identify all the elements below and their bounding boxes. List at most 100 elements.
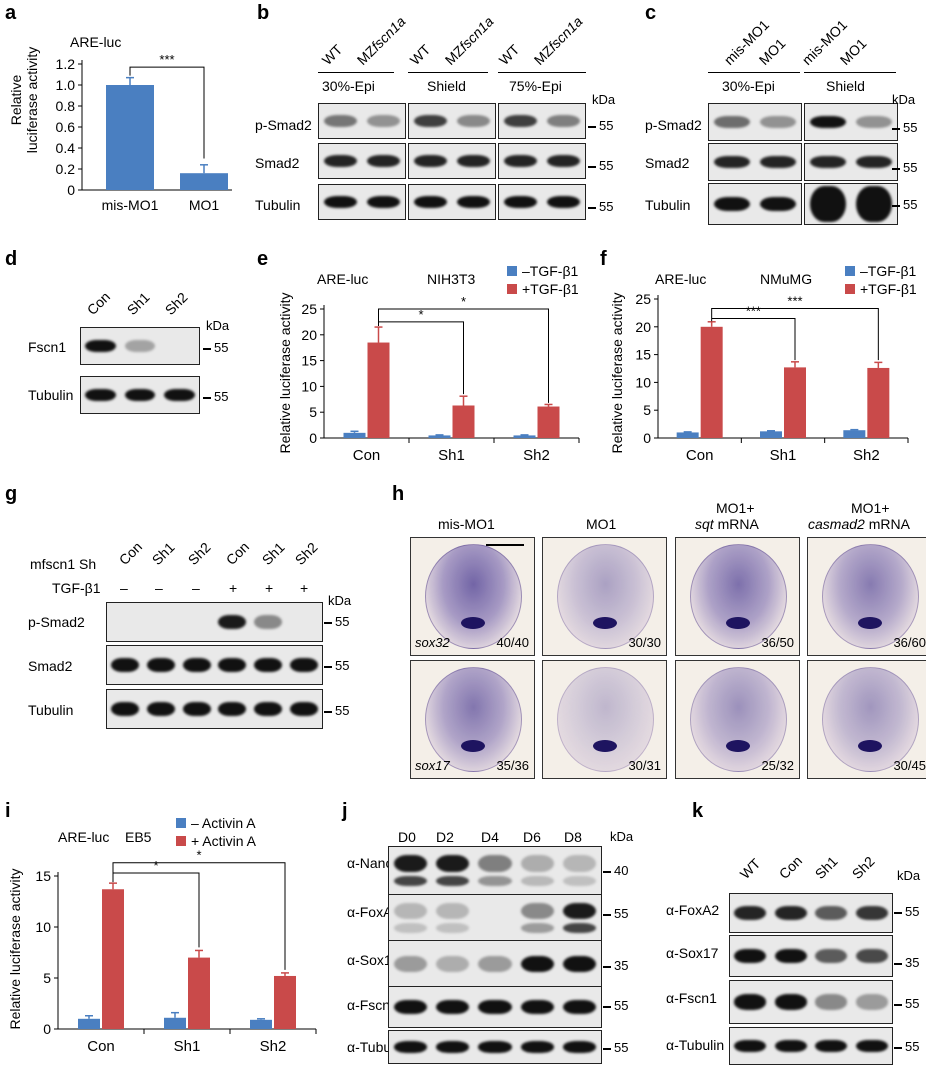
blot-j-nanog-band [478,855,512,873]
treatment-label: – [192,580,200,596]
blot-j-foxa2-band [436,902,470,920]
stage-label: 75%-Epi [509,78,562,94]
bar-Con-1 [102,889,124,1029]
row-label: α-Fscn1 [666,990,717,1006]
blot-j-sox17-band [563,955,597,973]
lane-label: Sh1 [811,853,841,882]
blot-j-nanog-band [520,875,554,887]
lane-label: Con [115,538,146,568]
blot-d-tubulin-band [163,388,195,402]
blot-j-foxa2-band [436,922,470,933]
blot-c-psmad2-2-band [856,115,892,129]
y-tick-label: 20 [301,327,317,343]
significance-bracket [378,308,549,403]
blot-c-kda: kDa [892,92,916,107]
marker-label: 55 [603,906,628,921]
bar-Con-1 [700,326,723,438]
blot-j-tubulin-band [478,1041,512,1053]
blot-b-smad2-1 [318,143,406,179]
marker-label: 55 [324,614,349,629]
blot-c-smad2-1-band [714,155,750,169]
bar-Sh1-1 [452,405,475,438]
y-tick-label: 0 [43,1021,51,1037]
blot-b-smad2-2 [408,143,496,179]
blot-d-fscn1-band [124,339,156,353]
blot-k-foxa2-band [815,906,848,920]
blot-b-psmad2-1 [318,103,406,139]
blot-d-kda: kDa [206,318,230,333]
panel-label-j: j [342,800,348,822]
bar-Con-0 [78,1018,100,1029]
blot-b-smad2-2-band [456,154,491,168]
blot-j-sox17-band [520,955,554,973]
chart-e-cell: NIH3T3 [427,271,475,287]
y-tick-label: 15 [301,353,317,369]
embryo-col-casmad2-a: MO1+ [851,500,890,516]
embryo-count: 30/30 [628,635,661,650]
lane-label: Sh1 [258,539,288,568]
row-label: Fscn1 [28,339,67,355]
significance-bracket [711,317,796,361]
marker-label: 55 [203,389,228,404]
blot-g-smad2 [106,645,323,685]
blot-c-psmad2-1 [708,103,802,141]
lane-label: WT [318,41,346,68]
blot-d-fscn1 [80,327,200,365]
blot-j-nanog-band [393,875,427,887]
marker-label: 55 [324,658,349,673]
blot-g-psmad2-band [218,615,247,629]
bar-mis-MO1 [106,85,154,190]
marker-label: 55 [892,120,917,135]
y-tick-label: 25 [301,301,317,317]
blot-c-smad2-2-band [856,155,892,169]
legend-swatch [845,266,855,276]
panel-label-i: i [5,800,11,822]
blot-j-nanog-band [436,875,470,887]
row-label: Tubulin [645,197,691,213]
bar-Sh1-0 [760,431,782,438]
blot-c-psmad2-1-band [760,115,796,129]
embryo-image [822,544,919,649]
bar-Sh2-1 [537,406,560,438]
bar-Sh2-0 [843,430,866,438]
blot-c-tubulin-1-band [714,196,750,212]
marker-label: 35 [894,955,919,970]
legend-swatch [176,818,186,828]
blot-k-fscn1 [729,980,893,1024]
x-tick-label: MO1 [189,197,220,213]
embryo-count: 40/40 [496,635,529,650]
marker-label: 55 [588,158,613,173]
lane-label: D4 [481,829,499,845]
blot-g-tubulin-band [146,702,175,716]
blot-g-smad2-band [146,658,175,672]
blot-c-smad2-2-band [810,155,846,169]
embryo-count: 25/32 [761,758,794,773]
y-tick-label: 1.0 [56,77,76,93]
marker-label: 55 [603,998,628,1013]
blot-g-sh-label: mfscn1 Sh [30,556,97,572]
lane-label: WT [736,855,764,882]
panel-label-f: f [600,248,607,270]
blot-g-kda: kDa [328,593,352,608]
blot-k-fscn1-band [734,994,767,1010]
chart-i: 0 5 10 15 Con Sh1 Sh2 – Activin A + Activin A ARE… [7,815,317,1055]
significance-label: * [418,307,423,322]
row-label: Smad2 [645,155,690,171]
row-label: Smad2 [255,155,300,171]
chart-i-cell: EB5 [125,829,152,845]
embryo-panel: 30/31 [542,660,667,779]
y-tick-label: 0 [643,430,651,446]
blot-d-fscn1-band [85,339,116,353]
blot-j-tubulin-band [393,1041,427,1053]
blot-j-sox17-band [436,955,470,973]
legend-label: +TGF-β1 [522,281,579,297]
significance-bracket [711,307,879,361]
y-tick-label: 1.2 [56,56,76,72]
x-tick-label: Sh1 [174,1038,201,1055]
blot-c-psmad2-1-band [714,115,750,129]
marker-label: 55 [894,996,919,1011]
legend-label: – Activin A [191,815,256,831]
embryo-marker-spot [460,740,485,752]
legend-swatch [845,284,855,294]
lane-label: Sh1 [148,539,178,568]
